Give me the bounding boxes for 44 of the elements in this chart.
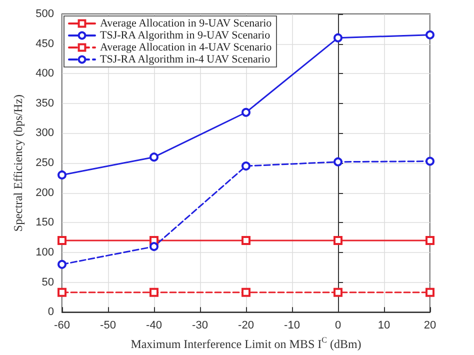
x-tick-label: -20: [238, 320, 254, 332]
y-tick-label: 350: [36, 97, 54, 110]
point: [58, 288, 66, 297]
y-tick-label: 200: [36, 186, 54, 199]
legend-label: Average Allocation in 4-UAV Scenario: [100, 42, 272, 54]
y-tick-label: 300: [36, 127, 54, 140]
point: [242, 162, 250, 171]
point: [334, 288, 342, 297]
point: [426, 156, 434, 166]
y-tick-label: 400: [36, 68, 54, 80]
x-tick-label: -30: [192, 320, 208, 332]
point: [242, 108, 250, 117]
point: [426, 236, 434, 246]
legend-label: TSJ-RA Algorithm in 9-UAV Scenario: [100, 30, 271, 42]
y-tick-label: 0: [48, 306, 54, 318]
point: [58, 260, 66, 269]
x-tick-label: -10: [284, 320, 300, 332]
x-tick-label: -40: [146, 320, 162, 332]
point: [426, 30, 434, 40]
y-tick-label: 450: [36, 38, 54, 50]
point: [150, 242, 158, 252]
x-tick-label: -60: [54, 320, 70, 332]
point: [334, 157, 342, 166]
point: [150, 152, 158, 162]
y-tick-label: 150: [36, 216, 54, 229]
legend-label: TSJ-RA Algorithm in-4 UAV Scenario: [100, 54, 271, 66]
y-tick-label: 50: [42, 276, 54, 288]
point: [242, 288, 250, 297]
point: [58, 170, 66, 180]
x-tick-label: 10: [378, 320, 390, 332]
point: [242, 236, 250, 246]
point: [334, 236, 342, 246]
point: [334, 33, 342, 42]
y-tick-label: 100: [36, 246, 54, 258]
point: [58, 236, 66, 246]
x-tick-label: 0: [334, 320, 342, 332]
y-tick-label: 500: [36, 8, 54, 20]
point: [150, 288, 158, 297]
x-tick-label: -50: [100, 320, 116, 332]
y-tick-label: 250: [36, 157, 54, 170]
point: [426, 288, 434, 297]
x-tick-label: 20: [424, 320, 436, 332]
y-axis-title: Spectral Efficiency (bps/Hz): [11, 94, 25, 232]
legend-label: Average Allocation in 9-UAV Scenario: [100, 18, 272, 30]
